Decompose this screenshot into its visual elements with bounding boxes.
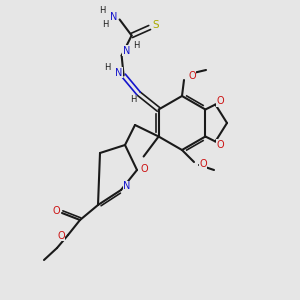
Text: H: H (134, 41, 140, 50)
Text: N: N (115, 68, 122, 77)
Text: O: O (188, 71, 196, 81)
Text: N: N (123, 46, 130, 56)
Text: H: H (99, 6, 106, 15)
Text: O: O (217, 97, 224, 106)
Text: N: N (123, 181, 131, 191)
Text: O: O (199, 159, 207, 169)
Text: H: H (102, 20, 109, 29)
Text: O: O (57, 231, 65, 241)
Text: O: O (140, 164, 148, 174)
Text: N: N (110, 11, 117, 22)
Text: O: O (52, 206, 60, 216)
Text: H: H (130, 95, 137, 104)
Text: O: O (217, 140, 224, 149)
Text: S: S (152, 20, 159, 29)
Text: H: H (104, 63, 111, 72)
